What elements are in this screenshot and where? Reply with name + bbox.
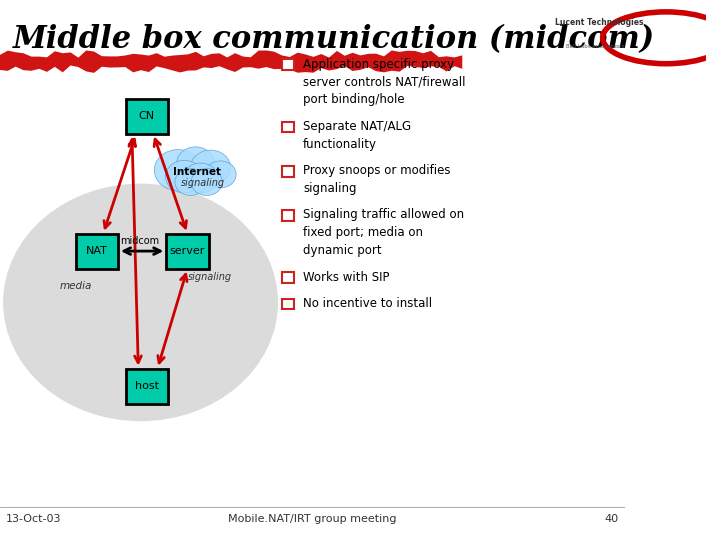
FancyBboxPatch shape (76, 233, 118, 268)
Text: Separate NAT/ALG: Separate NAT/ALG (303, 120, 411, 133)
Text: No incentive to install: No incentive to install (303, 297, 432, 310)
FancyBboxPatch shape (125, 98, 168, 133)
FancyBboxPatch shape (166, 233, 209, 268)
Text: fixed port; media on: fixed port; media on (303, 226, 423, 239)
Text: server controls NAT/firewall: server controls NAT/firewall (303, 76, 466, 89)
FancyBboxPatch shape (282, 166, 294, 177)
Text: port binding/hole: port binding/hole (303, 93, 405, 106)
FancyBboxPatch shape (282, 272, 294, 283)
Circle shape (205, 161, 236, 188)
Circle shape (191, 150, 230, 185)
Circle shape (175, 168, 206, 195)
Text: host: host (135, 381, 159, 391)
Text: Application specific proxy: Application specific proxy (303, 58, 454, 71)
Text: signaling: signaling (181, 178, 225, 188)
Text: 13-Oct-03: 13-Oct-03 (6, 515, 62, 524)
FancyBboxPatch shape (282, 59, 294, 70)
Text: media: media (59, 281, 91, 291)
Text: Bell Labs Innovations: Bell Labs Innovations (566, 44, 625, 49)
Text: signaling: signaling (303, 182, 356, 195)
Text: Mobile.NAT/IRT group meeting: Mobile.NAT/IRT group meeting (228, 515, 397, 524)
FancyBboxPatch shape (282, 122, 294, 132)
Circle shape (166, 160, 203, 193)
Text: Internet: Internet (173, 167, 221, 177)
Text: NAT: NAT (86, 246, 108, 256)
Circle shape (183, 163, 218, 193)
Text: signaling: signaling (187, 272, 232, 282)
Text: Proxy snoops or modifies: Proxy snoops or modifies (303, 164, 451, 177)
Text: dynamic port: dynamic port (303, 244, 382, 257)
Text: Lucent Technologies: Lucent Technologies (555, 18, 644, 27)
Polygon shape (0, 50, 462, 73)
FancyBboxPatch shape (282, 299, 294, 309)
FancyBboxPatch shape (125, 369, 168, 404)
Text: Works with SIP: Works with SIP (303, 271, 390, 284)
Text: CN: CN (139, 111, 155, 121)
Circle shape (3, 184, 278, 421)
FancyBboxPatch shape (282, 210, 294, 221)
Text: Middle box communication (midcom): Middle box communication (midcom) (12, 24, 654, 55)
Text: functionality: functionality (303, 138, 377, 151)
Text: Signaling traffic allowed on: Signaling traffic allowed on (303, 208, 464, 221)
Text: server: server (170, 246, 205, 256)
Text: midcom: midcom (120, 235, 159, 246)
Text: 40: 40 (604, 515, 618, 524)
Circle shape (192, 168, 222, 195)
Circle shape (177, 147, 215, 179)
Circle shape (154, 150, 202, 191)
